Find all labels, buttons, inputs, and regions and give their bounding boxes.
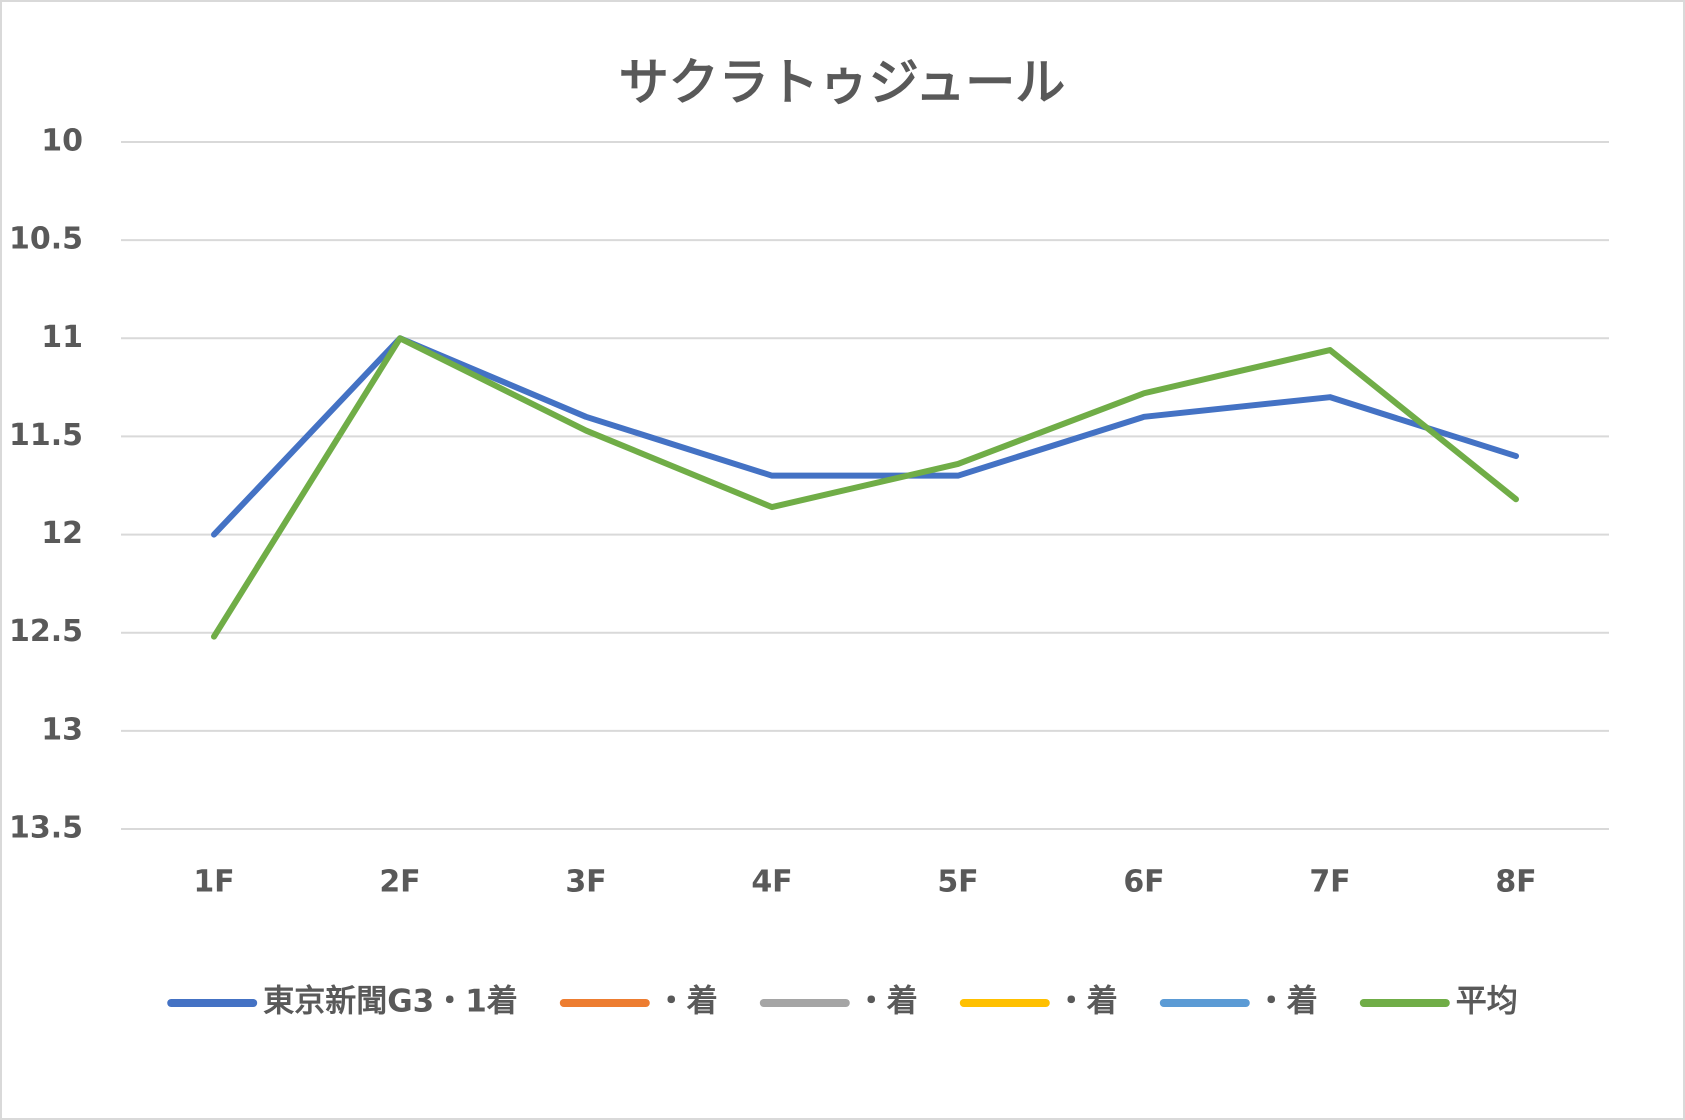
chart-title: サクラトゥジュール xyxy=(619,54,1066,112)
y-tick-label: 10 xyxy=(41,124,83,159)
x-tick-label: 1F xyxy=(193,865,234,900)
legend-label: ・着 xyxy=(856,984,918,1020)
legend-label: 平均 xyxy=(1456,984,1518,1020)
x-tick-label: 7F xyxy=(1309,865,1350,900)
x-tick-label: 8F xyxy=(1495,865,1536,900)
y-tick-label: 11.5 xyxy=(9,418,83,453)
series-line xyxy=(211,335,1519,640)
legend-label: 東京新聞G3・1着 xyxy=(263,984,518,1020)
legend-label: ・着 xyxy=(1256,984,1318,1020)
x-tick-label: 4F xyxy=(751,865,792,900)
x-tick-label: 6F xyxy=(1123,865,1164,900)
y-tick-label: 12.5 xyxy=(9,614,83,649)
y-tick-label: 13.5 xyxy=(9,811,83,846)
x-tick-label: 5F xyxy=(937,865,978,900)
legend-label: ・着 xyxy=(656,984,718,1020)
y-tick-label: 11 xyxy=(41,320,83,355)
y-tick-label: 13 xyxy=(41,712,83,747)
y-tick-label: 10.5 xyxy=(9,222,83,257)
x-tick-label: 3F xyxy=(565,865,606,900)
legend-label: ・着 xyxy=(1056,984,1118,1020)
x-tick-label: 2F xyxy=(379,865,420,900)
y-tick-label: 12 xyxy=(41,516,83,551)
